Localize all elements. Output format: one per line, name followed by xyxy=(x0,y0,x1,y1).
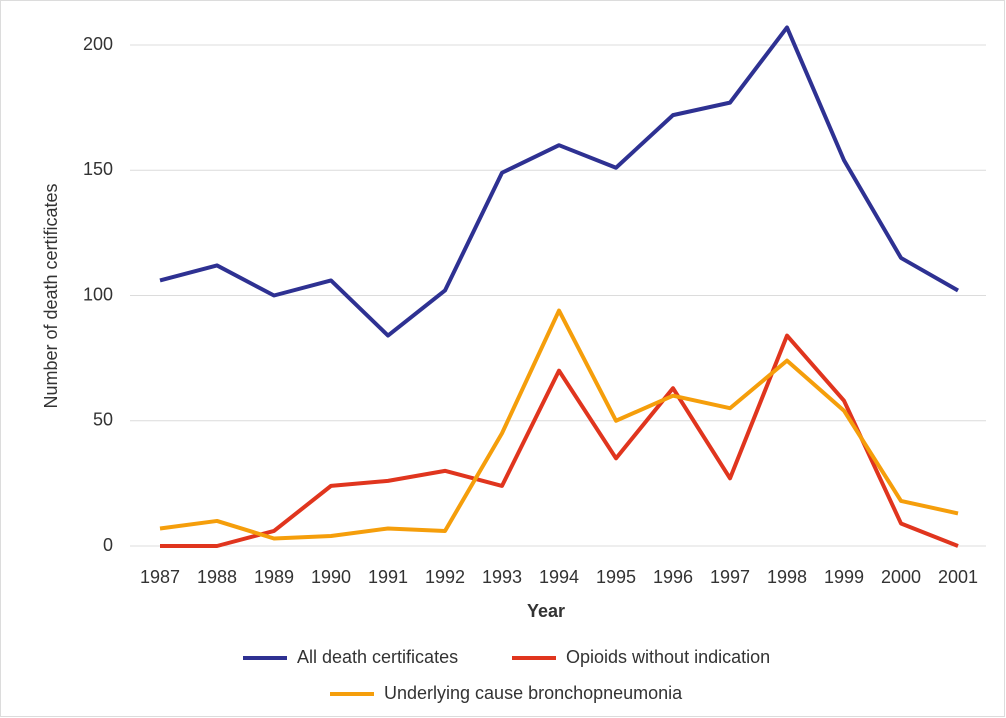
x-tick-label: 1989 xyxy=(254,567,294,587)
x-tick-label: 1997 xyxy=(710,567,750,587)
line xyxy=(159,25,959,338)
x-tick-label: 1993 xyxy=(482,567,522,587)
x-tick-label: 1988 xyxy=(197,567,237,587)
y-tick-label: 0 xyxy=(103,535,113,555)
x-tick-label: 1991 xyxy=(368,567,408,587)
x-tick-label: 1987 xyxy=(140,567,180,587)
x-tick-label: 1998 xyxy=(767,567,807,587)
y-tick-label: 50 xyxy=(93,410,113,430)
x-tick-label: 1995 xyxy=(596,567,636,587)
x-tick-label: 1996 xyxy=(653,567,693,587)
line xyxy=(159,308,959,541)
y-tick-label: 100 xyxy=(83,284,113,304)
x-tick-label: 1999 xyxy=(824,567,864,587)
legend-label: Underlying cause bronchopneumonia xyxy=(384,683,683,703)
x-axis-title: Year xyxy=(527,601,565,621)
legend-label: All death certificates xyxy=(297,647,458,667)
x-tick-label: 1990 xyxy=(311,567,351,587)
y-axis-title: Number of death certificates xyxy=(41,183,61,408)
x-tick-label: 2001 xyxy=(938,567,978,587)
y-tick-label: 200 xyxy=(83,34,113,54)
y-tick-label: 150 xyxy=(83,159,113,179)
line xyxy=(160,333,959,548)
x-tick-label: 2000 xyxy=(881,567,921,587)
legend-label: Opioids without indication xyxy=(566,647,770,667)
x-tick-label: 1994 xyxy=(539,567,579,587)
x-tick-label: 1992 xyxy=(425,567,465,587)
